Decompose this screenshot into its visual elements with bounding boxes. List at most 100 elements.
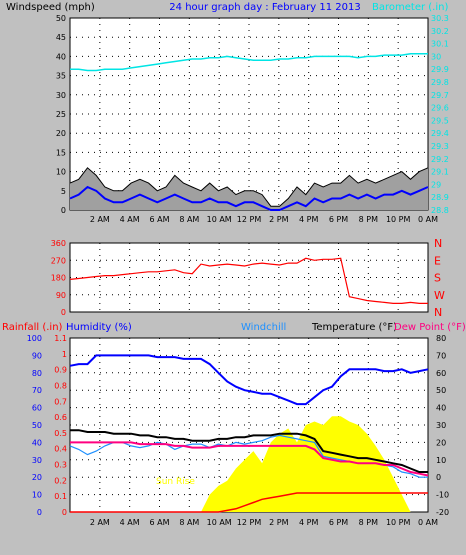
wind-gust-line <box>69 167 429 207</box>
rainfall-y-tick: 0.5 <box>54 429 67 438</box>
wind-y-tick: 10 <box>56 168 66 177</box>
humidity-y-tick: 10 <box>32 491 42 500</box>
wind-x-tick: 2 AM <box>90 215 110 224</box>
wind-y-tick: 15 <box>56 148 66 157</box>
rainfall-y-tick: 0.2 <box>54 476 67 485</box>
dew-point-line <box>70 441 429 477</box>
temp-y-tick: 70 <box>436 351 446 360</box>
wind-y-tick: 5 <box>61 187 66 196</box>
temp-y-tick: -20 <box>436 508 449 517</box>
wind-y-tick: 40 <box>56 52 66 61</box>
humidity-line <box>69 354 429 406</box>
wind-y-tick: 20 <box>56 129 66 138</box>
temp-x-tick: 6 PM <box>329 518 348 527</box>
windchill-label: Windchill <box>241 322 286 333</box>
rainfall-label: Rainfall (.in) <box>2 322 63 333</box>
barometer-y-tick: 30.2 <box>431 27 449 36</box>
wind-x-tick: 8 AM <box>179 215 199 224</box>
temp-x-tick: 12 PM <box>237 518 262 527</box>
temp-x-tick: 6 AM <box>149 518 169 527</box>
wind-x-tick: 0 AM <box>418 215 438 224</box>
rainfall-y-tick: 0 <box>62 508 67 517</box>
barometer-y-tick: 29.4 <box>431 129 449 138</box>
barometer-y-tick: 29 <box>431 180 441 189</box>
wind-x-tick: 12 PM <box>237 215 262 224</box>
rainfall-y-tick: 1 <box>62 350 67 359</box>
sun-rise-label: Sun Rise <box>156 477 195 487</box>
wind-x-tick: 10 PM <box>386 215 411 224</box>
barometer-y-tick: 29.9 <box>431 65 449 74</box>
rainfall-y-tick: 0.3 <box>54 461 67 470</box>
temp-x-tick: 4 AM <box>120 518 140 527</box>
sun-set-label: Set <box>334 477 349 487</box>
wind-y-tick: 35 <box>56 72 66 81</box>
compass-label: N <box>434 237 442 250</box>
temp-x-tick: 10 PM <box>386 518 411 527</box>
temp-x-tick: 2 AM <box>90 518 110 527</box>
compass-label: E <box>434 254 441 267</box>
wind-x-tick: 8 PM <box>359 215 378 224</box>
barometer-y-tick: 30.3 <box>431 14 449 23</box>
temp-y-tick: 60 <box>436 369 446 378</box>
barometer-line <box>70 53 428 72</box>
humidity-y-tick: 20 <box>32 473 42 482</box>
wind-y-tick: 0 <box>61 206 66 215</box>
temp-y-tick: 20 <box>436 438 446 447</box>
compass-label: W <box>434 289 445 302</box>
humidity-y-tick: 80 <box>32 369 42 378</box>
barometer-y-tick: 29.1 <box>431 168 449 177</box>
direction-line <box>69 257 428 304</box>
direction-y-tick: 270 <box>51 256 66 265</box>
temp-y-tick: 30 <box>436 421 446 430</box>
humidity-y-tick: 0 <box>37 508 42 517</box>
barometer-y-tick: 28.9 <box>431 193 449 202</box>
wind-y-tick: 45 <box>56 33 66 42</box>
temp-x-tick: 2 PM <box>269 518 288 527</box>
windspeed-label: Windspeed (mph) <box>6 2 95 13</box>
barometer-y-tick: 29.5 <box>431 116 449 125</box>
chart-title: 24 hour graph day : February 11 2013 <box>169 2 360 13</box>
rainfall-y-tick: 0.6 <box>54 413 67 422</box>
barometer-y-tick: 28.8 <box>431 206 449 215</box>
temp-y-tick: 50 <box>436 386 446 395</box>
temp-y-tick: 40 <box>436 404 446 413</box>
rainfall-line <box>70 492 428 513</box>
temp-x-tick: 8 PM <box>359 518 378 527</box>
wind-y-tick: 50 <box>56 14 66 23</box>
humidity-y-tick: 70 <box>32 386 42 395</box>
barometer-label: Barometer (.in) <box>372 2 448 13</box>
humidity-label: Humidity (%) <box>66 322 132 333</box>
barometer-y-tick: 29.6 <box>431 104 449 113</box>
wind-y-tick: 30 <box>56 91 66 100</box>
direction-y-tick: 0 <box>61 308 66 317</box>
wind-x-tick: 2 PM <box>269 215 288 224</box>
temp-y-tick: -10 <box>436 491 449 500</box>
wind-x-tick: 6 PM <box>329 215 348 224</box>
rainfall-y-tick: 0.1 <box>54 492 67 501</box>
dew-point-label: Dew Point (°F) <box>394 322 466 333</box>
rainfall-y-tick: 0.7 <box>54 397 67 406</box>
temp-y-tick: 0 <box>436 473 441 482</box>
direction-y-tick: 360 <box>51 239 66 248</box>
solar-area <box>70 416 428 512</box>
humidity-y-tick: 90 <box>32 351 42 360</box>
direction-y-tick: 180 <box>51 274 66 283</box>
temp-x-tick: 0 AM <box>418 518 438 527</box>
barometer-y-tick: 29.7 <box>431 91 449 100</box>
temp-x-tick: 10 AM <box>207 518 232 527</box>
barometer-y-tick: 30.1 <box>431 40 449 49</box>
humidity-y-tick: 50 <box>32 421 42 430</box>
wind-x-tick: 10 AM <box>207 215 232 224</box>
temp-x-tick: 8 AM <box>179 518 199 527</box>
temp-y-tick: 80 <box>436 334 446 343</box>
temp-x-tick: 4 PM <box>299 518 318 527</box>
wind-x-tick: 6 AM <box>149 215 169 224</box>
rainfall-y-tick: 0.9 <box>54 366 67 375</box>
rainfall-y-tick: 1.1 <box>54 334 67 343</box>
barometer-y-tick: 30 <box>431 52 441 61</box>
humidity-y-tick: 30 <box>32 456 42 465</box>
wind-x-tick: 4 AM <box>120 215 140 224</box>
temperature-label: Temperature (°F) <box>311 322 397 333</box>
temp-y-tick: 10 <box>436 456 446 465</box>
